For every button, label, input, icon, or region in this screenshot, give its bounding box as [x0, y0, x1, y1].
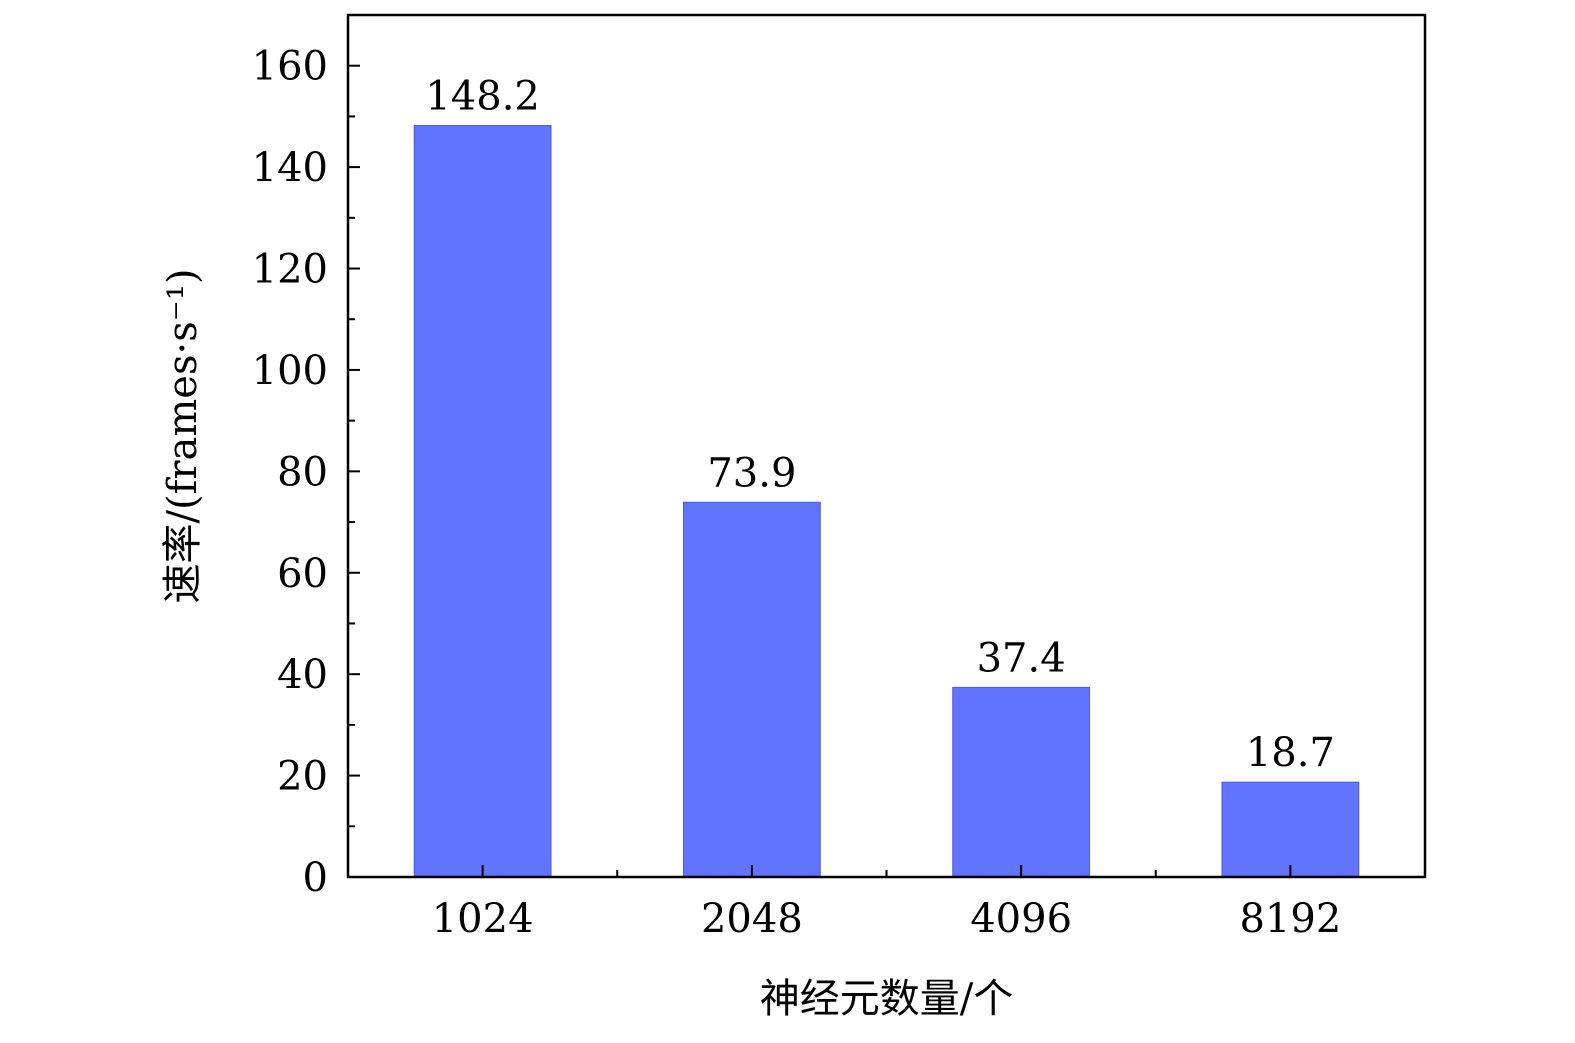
- bar-value-labels: 148.2 73.9 37.4 18.7: [425, 74, 1335, 777]
- y-tick-label: 140: [252, 145, 328, 191]
- y-tick-label: 80: [277, 449, 328, 495]
- x-tick-label: 2048: [701, 896, 803, 942]
- bars-group: [413, 125, 1360, 878]
- bar-value-label: 37.4: [977, 635, 1066, 681]
- y-tick-label: 160: [252, 44, 328, 90]
- x-axis-title: 神经元数量/个: [760, 976, 1013, 1022]
- axis-ticks: [348, 64, 1292, 878]
- bar-2048: [682, 501, 821, 878]
- x-tick-label: 1024: [432, 896, 534, 942]
- y-tick-label: 100: [252, 348, 328, 394]
- y-tick-label: 60: [277, 551, 328, 597]
- y-tick-labels: 0 20 40 60 80 100 120 140 160: [252, 44, 328, 901]
- x-tick-labels: 1024 2048 4096 8192: [432, 896, 1342, 942]
- bar-value-label: 73.9: [707, 450, 796, 496]
- y-tick-label: 0: [303, 855, 328, 901]
- y-axis-title: 速率/(frames·s⁻¹): [160, 269, 206, 604]
- y-tick-label: 120: [252, 247, 328, 293]
- bar-8192: [1221, 781, 1360, 878]
- x-tick-label: 8192: [1239, 896, 1341, 942]
- bar-value-label: 148.2: [425, 74, 540, 120]
- bar-4096: [952, 686, 1091, 878]
- x-tick-label: 4096: [970, 896, 1072, 942]
- bar-value-label: 18.7: [1246, 730, 1335, 776]
- bar-1024: [413, 125, 552, 878]
- y-tick-label: 40: [277, 652, 328, 698]
- y-tick-label: 20: [277, 754, 328, 800]
